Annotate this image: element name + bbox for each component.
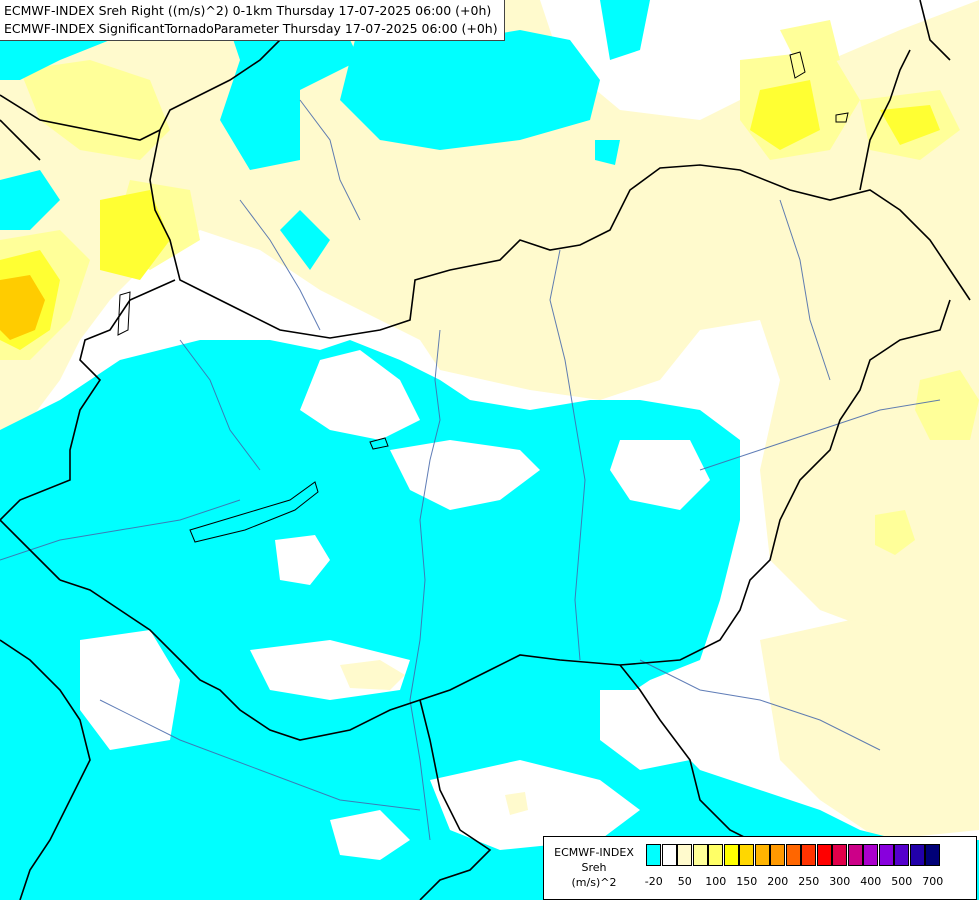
legend-swatch <box>708 844 723 866</box>
light-yellow-patches <box>0 20 979 555</box>
color-legend: ECMWF-INDEX Sreh (m/s)^2 -20 50 100 150 200 2… <box>543 836 977 900</box>
legend-swatch <box>832 844 847 866</box>
legend-swatches <box>646 844 941 866</box>
legend-swatch <box>925 844 940 866</box>
legend-swatch <box>739 844 754 866</box>
legend-tick-label: 250 <box>798 875 820 888</box>
contour-marks <box>117 51 849 336</box>
pale-patch-in-white <box>340 660 405 690</box>
legend-swatch <box>661 844 677 866</box>
legend-tick-label: 500 <box>891 875 913 888</box>
legend-swatch <box>909 844 925 866</box>
legend-swatch <box>692 844 708 866</box>
legend-tick-label: 150 <box>736 875 758 888</box>
rivers <box>0 99 941 841</box>
legend-tick-label: 50 <box>677 875 692 888</box>
lake-small <box>369 437 389 450</box>
legend-tick-label: -20 <box>644 875 663 888</box>
legend-swatch <box>863 844 878 866</box>
legend-tick-label: 300 <box>829 875 851 888</box>
pale-yellow-fields <box>0 0 979 840</box>
legend-swatch <box>754 844 770 866</box>
legend-tick-label: 100 <box>705 875 727 888</box>
legend-title-unit: (m/s)^2 <box>571 876 617 889</box>
title-line-stp: ECMWF-INDEX SignificantTornadoParameter … <box>4 21 498 36</box>
legend-swatch <box>816 844 832 866</box>
white-holes <box>80 350 710 860</box>
legend-tick-label: 700 <box>922 875 944 888</box>
legend-swatch <box>894 844 909 866</box>
legend-tick-label: 400 <box>860 875 882 888</box>
orange-core <box>0 275 45 340</box>
legend-ticks: -20 50 100 150 200 250 300 400 500 700 <box>544 875 976 891</box>
legend-swatch <box>770 844 785 866</box>
legend-swatch <box>646 844 661 866</box>
pale-patch-south <box>505 792 528 815</box>
lake-balaton <box>189 481 319 543</box>
legend-swatch <box>785 844 801 866</box>
map-title-box: ECMWF-INDEX Sreh Right ((m/s)^2) 0-1km T… <box>0 0 505 41</box>
legend-tick-label: 200 <box>767 875 789 888</box>
title-line-sreh: ECMWF-INDEX Sreh Right ((m/s)^2) 0-1km T… <box>4 3 492 18</box>
legend-swatch <box>723 844 739 866</box>
legend-title-param: Sreh <box>581 861 607 874</box>
legend-swatch <box>878 844 894 866</box>
legend-swatch <box>847 844 863 866</box>
legend-swatch <box>801 844 816 866</box>
yellow-core <box>0 80 940 350</box>
legend-swatch <box>677 844 692 866</box>
legend-title-source: ECMWF-INDEX <box>554 846 634 859</box>
legend-label: ECMWF-INDEX Sreh (m/s)^2 <box>548 845 640 890</box>
